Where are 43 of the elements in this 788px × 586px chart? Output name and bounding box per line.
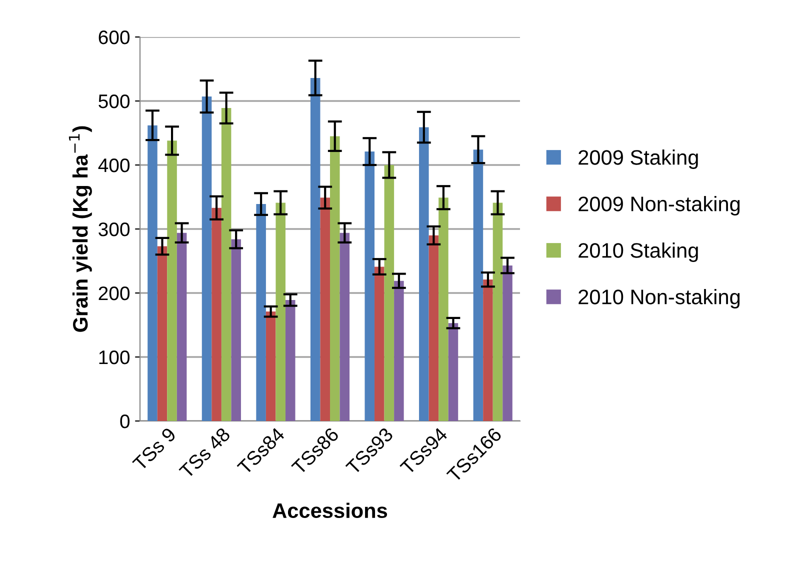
y-tick-label: 100 [99,350,130,364]
bar [340,232,350,421]
bar [473,150,484,421]
bar [428,235,439,421]
bar [419,127,429,421]
bar [394,280,404,421]
y-tick-label: 400 [98,158,130,172]
x-tick-label: TSs 48 [178,426,231,480]
legend-label: 2009 Staking [578,150,698,169]
bar [285,300,296,421]
bar [492,202,503,421]
bar [448,323,458,421]
y-tick-label: 600 [98,30,130,44]
bar [148,125,158,421]
bar [502,265,512,421]
bar [157,246,168,421]
legend-label: 2009 Non-staking [578,196,740,216]
bar [221,108,232,421]
bar [256,204,266,421]
x-tick-label: TSs 9 [132,426,177,472]
bar [202,96,212,421]
bar [212,208,222,421]
y-axis-title: Grain yield (Kg ha$^{−1}$) [68,126,92,332]
y-tick-label: 200 [98,286,130,300]
bar [320,198,330,421]
bar [167,140,177,421]
bar [231,239,241,421]
y-tick-label: 300 [98,222,130,236]
bar [266,312,276,421]
bar [330,136,340,421]
bar [374,266,384,421]
y-tick-label: 0 [120,414,130,428]
bar [364,152,375,421]
legend-label: 2010 Non-staking [578,289,740,308]
y-tick-label: 500 [98,94,130,108]
bar [384,165,394,421]
legend-label: 2010 Staking [578,242,698,262]
bar [310,78,320,421]
x-axis-title: Accessions [272,502,388,518]
bar [176,232,187,421]
bar [276,202,286,421]
bar [438,198,448,421]
bar [483,280,493,421]
